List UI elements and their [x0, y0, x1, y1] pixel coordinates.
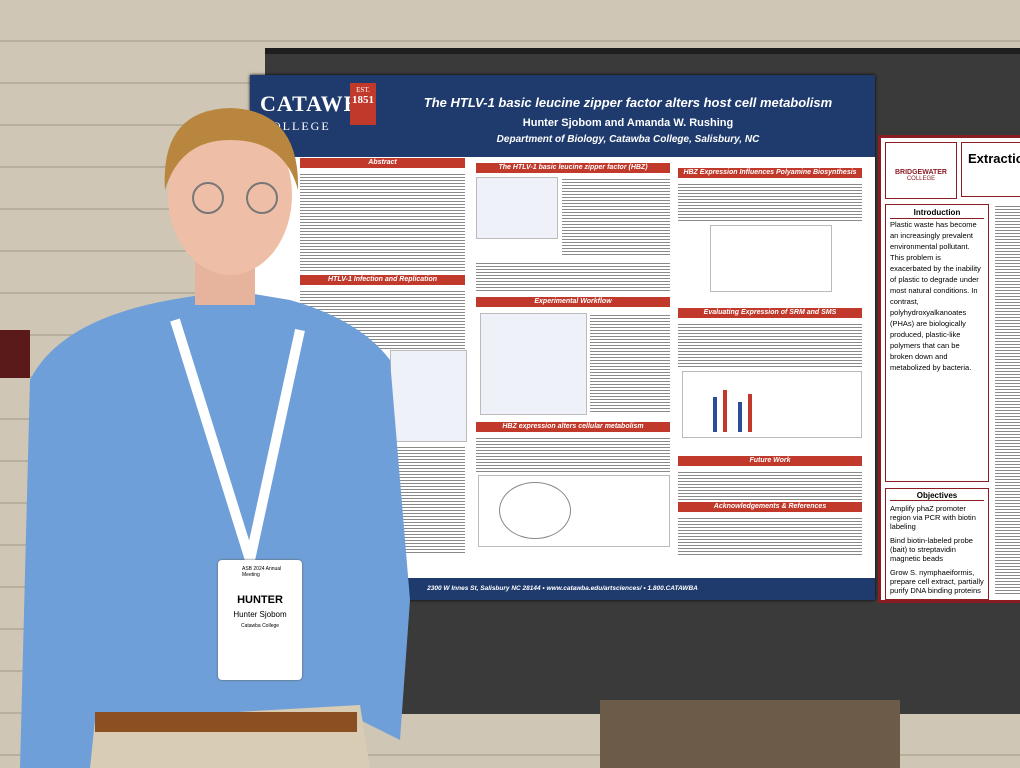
poster-authors: Hunter Sjobom and Amanda W. Rushing [522, 117, 734, 129]
figure [480, 313, 587, 415]
section-heading: HTLV-1 Infection and Replication [300, 275, 465, 285]
badge-event: ASB 2024 Annual Meeting [242, 566, 282, 578]
year: 1851 [352, 94, 374, 106]
text-block [678, 182, 862, 222]
objective: Bind biotin-labeled probe (bait) to stre… [890, 536, 973, 563]
section-heading: HBZ Expression Influences Polyamine Bios… [678, 168, 862, 178]
belt [95, 712, 357, 732]
objective: Amplify phaZ promoter region via PCR wit… [890, 504, 976, 531]
logo: BRIDGEWATER [895, 169, 947, 176]
fig-bar [748, 394, 752, 432]
text-block [476, 261, 670, 291]
face [168, 115, 292, 275]
objective: Grow S. nymphaeiformis, prepare cell ext… [890, 568, 984, 595]
section-heading: Abstract [300, 158, 465, 168]
section-heading: HBZ expression alters cellular metabolis… [476, 422, 670, 432]
figure [710, 225, 832, 292]
badge: ASB 2024 Annual Meeting HUNTER Hunter Sj… [218, 560, 302, 680]
intro-text: Plastic waste has become an increasingly… [890, 220, 981, 372]
section-heading: Acknowledgements & References [678, 502, 862, 512]
figure [478, 475, 670, 547]
figure [682, 371, 862, 438]
side-poster: BRIDGEWATER COLLEGE Extraction Introduct… [878, 135, 1020, 603]
pca-ellipse [499, 482, 571, 539]
fig-bar [723, 390, 727, 432]
section-heading: Objectives [890, 491, 984, 501]
logo-sub: COLLEGE [906, 176, 936, 182]
text-block [995, 204, 1020, 594]
est: EST. [356, 86, 370, 94]
fig-bar [738, 402, 742, 432]
text-block [562, 177, 670, 257]
section-heading: The HTLV-1 basic leucine zipper factor (… [476, 163, 670, 173]
side-title: Extraction [961, 142, 1020, 197]
figure [390, 350, 467, 442]
text-block [476, 436, 670, 472]
badge-name: HUNTER [237, 594, 283, 606]
intro-box: Introduction Plastic waste has become an… [885, 204, 989, 482]
badge-full-name: Hunter Sjobom [233, 610, 287, 619]
glasses [246, 182, 278, 214]
text-block [678, 470, 862, 500]
section-heading: Experimental Workflow [476, 297, 670, 307]
fig-bar [713, 397, 717, 432]
section-heading: Future Work [678, 456, 862, 466]
text-block [678, 322, 862, 367]
badge-org: Catawba College [240, 623, 280, 629]
poster-title: The HTLV-1 basic leucine zipper factor a… [423, 95, 833, 110]
section-heading: Evaluating Expression of SRM and SMS [678, 308, 862, 318]
sign [0, 330, 30, 378]
figure [476, 177, 558, 239]
hair [164, 108, 299, 190]
text-block [590, 313, 670, 413]
est-badge: EST. 1851 [350, 83, 376, 125]
shirt [20, 290, 410, 768]
poster-affiliation: Department of Biology, Catawba College, … [496, 134, 760, 145]
objectives-box: Objectives Amplify phaZ promoter region … [885, 488, 989, 600]
glasses [192, 182, 224, 214]
floor-people [600, 700, 900, 768]
objective-list: Amplify phaZ promoter region via PCR wit… [890, 504, 984, 599]
text-block [300, 172, 465, 272]
section-heading: Introduction [890, 207, 984, 219]
text-block [678, 516, 862, 556]
side-logo: BRIDGEWATER COLLEGE [885, 142, 957, 199]
